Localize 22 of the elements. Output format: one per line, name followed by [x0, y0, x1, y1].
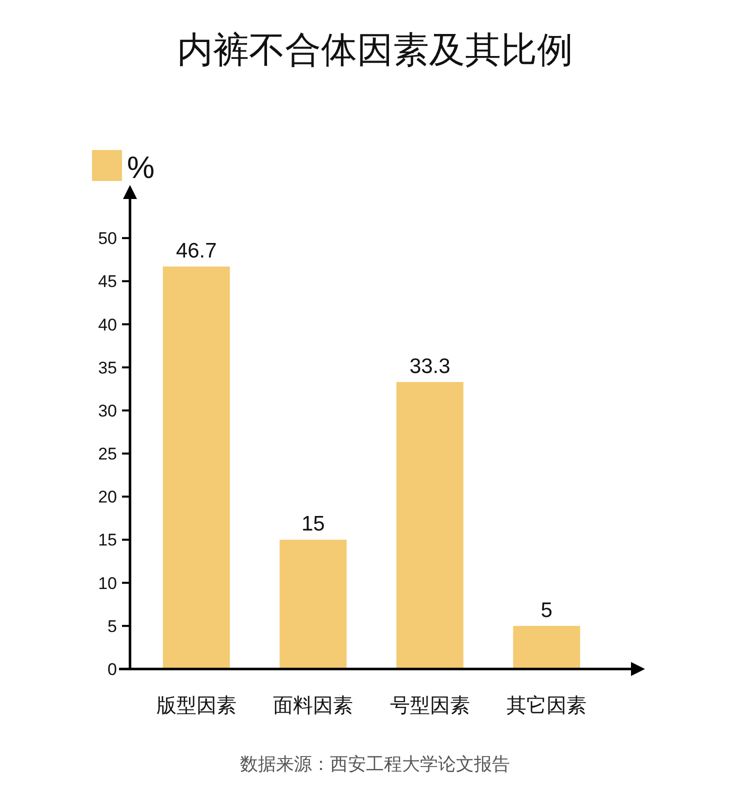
legend-label: % — [127, 150, 155, 185]
category: 号型因素 — [390, 695, 470, 717]
data-label: 46.7 — [176, 240, 217, 263]
y-tick: 30 — [98, 401, 117, 420]
y-tick: 10 — [98, 574, 117, 593]
y-tick: 50 — [98, 229, 117, 248]
y-tick: 5 — [108, 616, 117, 636]
data-label: 33.3 — [409, 355, 450, 378]
annotation: 数据来源：西安工程大学论文报告 — [240, 754, 510, 774]
y-tick: 25 — [98, 444, 117, 464]
y-tick: 35 — [98, 358, 117, 378]
category: 面料因素 — [273, 695, 354, 717]
data-label: 5 — [540, 598, 552, 622]
data-label: 15 — [301, 512, 325, 536]
category: 版型因素 — [156, 695, 236, 717]
y-tick: 0 — [108, 660, 117, 679]
y-tick: 45 — [98, 272, 117, 292]
y-tick: 20 — [98, 488, 117, 507]
category: 其它因素 — [506, 695, 587, 717]
title: 内裤不合体因素及其比例 — [177, 29, 573, 70]
y-tick: 15 — [98, 530, 117, 550]
y-tick: 40 — [98, 315, 117, 334]
